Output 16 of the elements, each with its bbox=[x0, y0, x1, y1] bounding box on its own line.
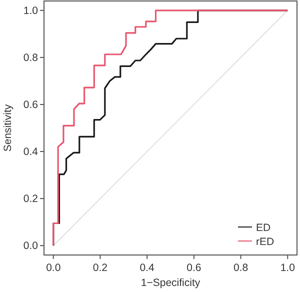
x-tick-label: 0.8 bbox=[233, 262, 248, 274]
legend-label: rED bbox=[256, 236, 274, 248]
x-tick-label: 0.6 bbox=[186, 262, 202, 274]
x-tick-label: 0.2 bbox=[92, 262, 108, 274]
x-tick-label: 0.4 bbox=[140, 262, 155, 274]
y-tick-label: 0.0 bbox=[23, 240, 38, 252]
y-tick-label: 0.6 bbox=[23, 98, 38, 111]
x-tick-label: 1.0 bbox=[280, 262, 296, 274]
y-tick-label: 1.0 bbox=[23, 4, 38, 17]
y-tick-label: 0.8 bbox=[23, 52, 38, 64]
legend-label: ED bbox=[256, 222, 272, 234]
y-tick-label: 0.4 bbox=[23, 146, 38, 158]
x-axis-title: 1−Specificity bbox=[140, 277, 201, 289]
x-tick-label: 0.0 bbox=[46, 262, 61, 274]
y-tick-label: 0.2 bbox=[23, 193, 38, 206]
y-axis-title: Sensitivity bbox=[2, 104, 14, 152]
